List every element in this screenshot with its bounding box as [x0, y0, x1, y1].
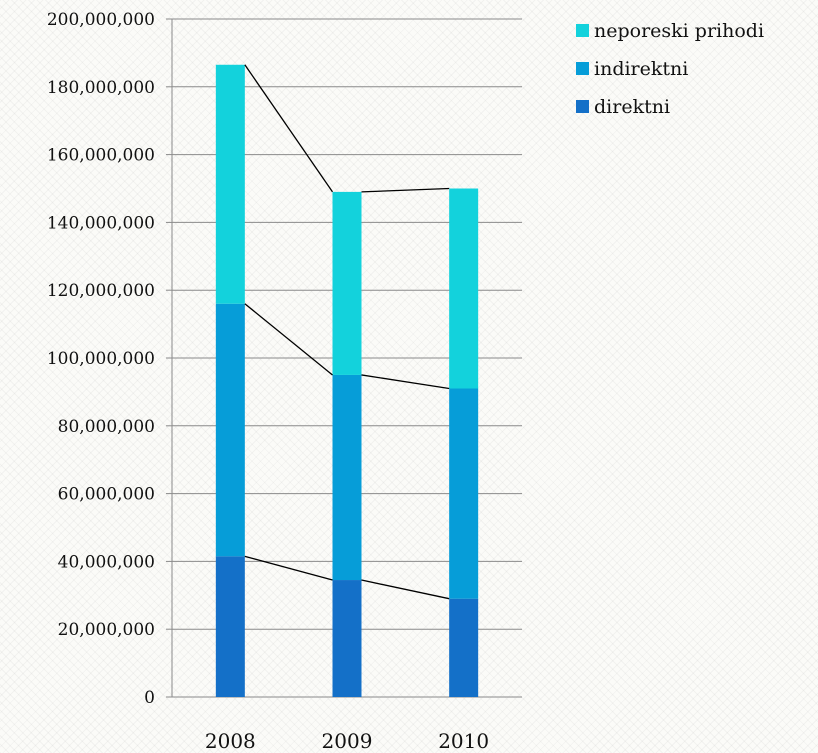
y-tick-label: 140,000,000	[47, 213, 155, 233]
y-tick-label: 80,000,000	[58, 417, 155, 437]
series-line	[244, 64, 334, 193]
bar-segment-neporeski-prihodi	[215, 64, 245, 304]
y-tick-label: 200,000,000	[47, 10, 155, 30]
legend-label: neporeski prihodi	[594, 20, 764, 42]
x-tick-label: 2008	[205, 729, 256, 753]
legend: neporeski prihodi indirektni direktni	[576, 20, 764, 118]
bar-segment-direktni	[332, 580, 362, 697]
x-tick-label: 2009	[322, 729, 373, 753]
bars	[215, 64, 479, 697]
y-tick-label: 40,000,000	[58, 552, 155, 572]
y-tick-label: 60,000,000	[58, 485, 155, 505]
bar-segment-direktni	[449, 598, 479, 697]
y-tick-label: 120,000,000	[47, 281, 155, 301]
y-tick-label: 160,000,000	[47, 146, 155, 166]
series-connector-lines	[244, 64, 450, 600]
series-line	[244, 555, 333, 581]
legend-swatch	[576, 100, 589, 113]
legend-label: direktni	[594, 96, 670, 118]
series-line	[361, 579, 450, 600]
bar-segment-neporeski-prihodi	[449, 188, 479, 389]
y-tick-label: 0	[144, 688, 155, 708]
y-tick-label: 20,000,000	[58, 620, 155, 640]
bar-segment-indirektni	[215, 303, 245, 557]
y-axis: 0 20,000,000 40,000,000 60,000,000 80,000,00…	[47, 10, 173, 708]
bar-segment-neporeski-prihodi	[332, 191, 362, 375]
bar-segment-direktni	[215, 556, 245, 697]
legend-swatch	[576, 24, 589, 37]
x-tick-label: 2010	[438, 729, 489, 753]
y-tick-label: 180,000,000	[47, 78, 155, 98]
bar-segment-indirektni	[449, 388, 479, 599]
bar-segment-indirektni	[332, 374, 362, 581]
legend-swatch	[576, 62, 589, 75]
x-axis: 2008 2009 2010	[205, 729, 489, 753]
legend-label: indirektni	[594, 58, 688, 80]
series-line	[244, 303, 333, 376]
series-line	[361, 374, 450, 390]
series-line	[361, 187, 450, 193]
y-tick-label: 100,000,000	[47, 349, 155, 369]
